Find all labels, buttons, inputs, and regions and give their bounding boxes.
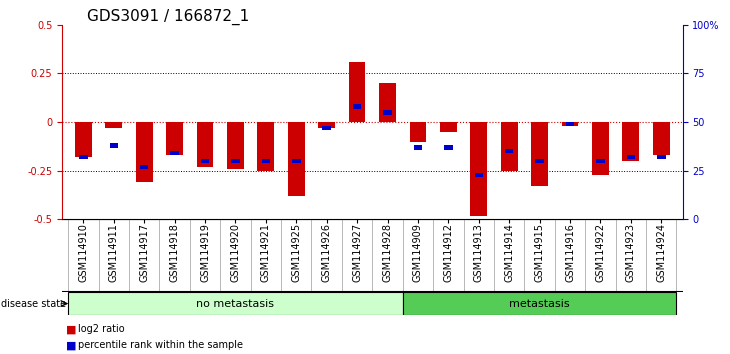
Bar — [318, 122, 335, 128]
Text: log2 ratio: log2 ratio — [78, 324, 125, 334]
Bar — [535, 159, 544, 163]
Text: no metastasis: no metastasis — [196, 298, 274, 309]
Text: ■: ■ — [66, 324, 76, 334]
Bar — [68, 292, 403, 315]
Text: GSM114927: GSM114927 — [352, 223, 362, 282]
Text: GSM114912: GSM114912 — [443, 223, 453, 282]
Text: percentile rank within the sample: percentile rank within the sample — [78, 340, 243, 350]
Bar — [227, 122, 244, 169]
Bar — [414, 145, 422, 150]
Text: GSM114910: GSM114910 — [78, 223, 88, 282]
Text: GSM114928: GSM114928 — [383, 223, 393, 282]
Bar — [440, 122, 457, 132]
Text: disease state: disease state — [1, 298, 66, 309]
Text: GSM114926: GSM114926 — [322, 223, 331, 282]
Bar — [403, 292, 677, 315]
Text: GSM114920: GSM114920 — [231, 223, 240, 282]
Bar — [258, 122, 274, 171]
Bar — [505, 149, 513, 154]
Bar — [75, 122, 92, 157]
Text: metastasis: metastasis — [510, 298, 570, 309]
Bar — [196, 122, 213, 167]
Bar — [379, 83, 396, 122]
Text: ■: ■ — [66, 340, 76, 350]
Text: GSM114923: GSM114923 — [626, 223, 636, 282]
Bar — [383, 110, 392, 115]
Bar — [657, 155, 666, 159]
Text: GSM114922: GSM114922 — [596, 223, 605, 282]
Bar — [501, 122, 518, 171]
Bar — [474, 172, 483, 177]
Bar — [105, 122, 122, 128]
Text: GSM114925: GSM114925 — [291, 223, 301, 282]
Bar — [470, 122, 487, 216]
Text: GSM114909: GSM114909 — [413, 223, 423, 282]
Bar — [592, 122, 609, 175]
Text: GDS3091 / 166872_1: GDS3091 / 166872_1 — [87, 8, 249, 25]
Bar — [410, 122, 426, 142]
Text: GSM114918: GSM114918 — [169, 223, 180, 282]
Text: GSM114914: GSM114914 — [504, 223, 514, 282]
Text: GSM114917: GSM114917 — [139, 223, 149, 282]
Bar — [231, 159, 239, 163]
Text: GSM114913: GSM114913 — [474, 223, 484, 282]
Bar — [79, 155, 88, 159]
Bar — [353, 104, 361, 109]
Text: GSM114924: GSM114924 — [656, 223, 666, 282]
Bar — [566, 122, 575, 126]
Text: GSM114911: GSM114911 — [109, 223, 119, 282]
Bar — [596, 159, 604, 163]
Bar — [653, 122, 669, 155]
Bar — [288, 122, 304, 196]
Bar — [623, 122, 639, 161]
Bar — [349, 62, 366, 122]
Text: GSM114916: GSM114916 — [565, 223, 575, 282]
Bar — [292, 159, 301, 163]
Text: GSM114921: GSM114921 — [261, 223, 271, 282]
Bar — [166, 122, 183, 155]
Bar — [136, 122, 153, 183]
Text: GSM114919: GSM114919 — [200, 223, 210, 282]
Bar — [201, 159, 210, 163]
Bar — [626, 155, 635, 159]
Bar — [444, 145, 453, 150]
Bar — [140, 165, 148, 169]
Bar — [170, 151, 179, 155]
Bar — [561, 122, 578, 126]
Bar — [531, 122, 548, 186]
Bar — [323, 126, 331, 130]
Bar — [261, 159, 270, 163]
Bar — [110, 143, 118, 148]
Text: GSM114915: GSM114915 — [534, 223, 545, 282]
